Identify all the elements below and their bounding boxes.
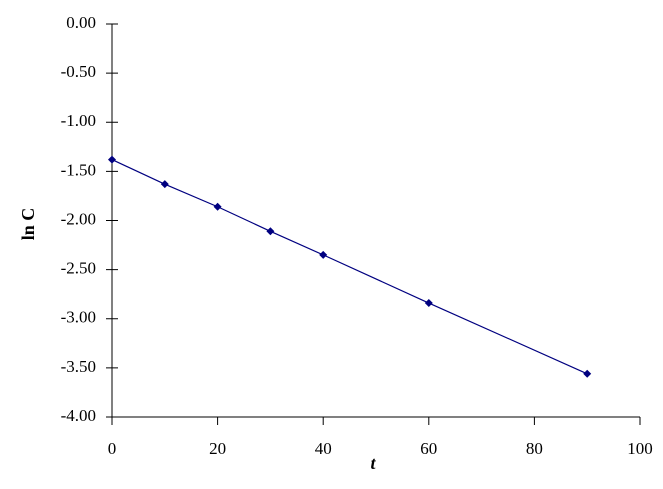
y-tick-label: -4.00: [61, 406, 96, 425]
data-point: [583, 369, 592, 378]
data-point: [266, 227, 275, 236]
x-tick-label: 20: [209, 439, 226, 458]
y-tick-label: -2.00: [61, 209, 96, 228]
y-tick-label: -1.00: [61, 111, 96, 130]
series-line: [111, 159, 588, 375]
x-tick-label: 40: [315, 439, 332, 458]
x-tick-label: 60: [420, 439, 437, 458]
data-point: [108, 155, 116, 164]
y-tick-label: -3.50: [61, 357, 96, 376]
y-tick-label: 0.00: [66, 13, 96, 32]
data-point: [319, 250, 328, 259]
x-tick-label: 80: [526, 439, 543, 458]
y-tick-label: -0.50: [61, 62, 96, 81]
x-tick-label: 100: [627, 439, 653, 458]
data-point: [424, 299, 433, 308]
y-tick-label: -3.00: [61, 308, 96, 327]
y-tick-label: -1.50: [61, 160, 96, 179]
data-point: [160, 180, 169, 189]
y-tick-label: -2.50: [61, 259, 96, 278]
y-axis-title: ln C: [18, 208, 38, 241]
x-axis-title: t: [370, 453, 376, 473]
data-point: [213, 202, 222, 211]
x-tick-label: 0: [108, 439, 117, 458]
